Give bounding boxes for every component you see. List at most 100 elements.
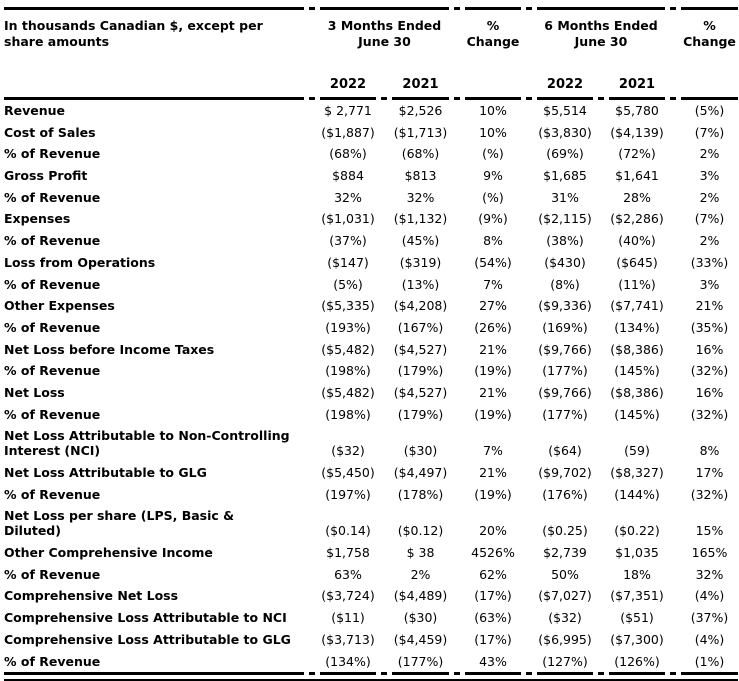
- table-row: % of Revenue 63% 2% 62% 50% 18% 32%: [4, 564, 739, 586]
- value-cell: $1,035: [615, 545, 659, 561]
- value-cell: ($5,450): [321, 465, 375, 480]
- value-cell: (198%): [325, 406, 371, 422]
- border-segment: [537, 7, 665, 10]
- border-dash: [670, 7, 676, 10]
- value-cell: (145%): [614, 363, 660, 379]
- table-row: Other Expenses ($5,335) ($4,208) 27% ($9,336…: [4, 295, 739, 317]
- table-row: % of Revenue (37%) (45%) 8% (38%) (40%) 2%: [4, 230, 739, 252]
- table-row: % of Revenue (198%) (179%) (19%) (177%) (145%…: [4, 360, 739, 382]
- value-cell: ($4,527): [393, 384, 448, 400]
- table-row: Cost of Sales ($1,887) ($1,713) 10% ($3,830)…: [4, 122, 739, 144]
- value-cell: ($3,713): [321, 631, 375, 647]
- value-cell: (177%): [397, 653, 444, 669]
- border-dash: [381, 672, 387, 676]
- value-cell: (9%): [478, 211, 508, 227]
- value-cell: $813: [404, 168, 437, 184]
- border-dash: [670, 97, 676, 100]
- row-label: Net Loss Attributable to Non-Controlling…: [4, 428, 290, 459]
- table-row: Comprehensive Net Loss ($3,724) ($4,489) (1…: [4, 585, 739, 607]
- value-cell: (37%): [690, 610, 729, 626]
- border-segment: [537, 672, 593, 676]
- table-top-border: [4, 7, 739, 10]
- row-label: Gross Profit: [4, 168, 88, 184]
- row-label: Net Loss Attributable to GLG: [4, 465, 207, 480]
- value-cell: 10%: [479, 103, 507, 118]
- value-cell: (68%): [401, 146, 440, 162]
- table-row: Net Loss Attributable to GLG ($5,450) ($4,…: [4, 462, 739, 484]
- value-cell: 18%: [623, 566, 651, 582]
- value-cell: 21%: [695, 298, 724, 314]
- row-label: Net Loss before Income Taxes: [4, 341, 215, 357]
- value-cell: ($0.14): [325, 523, 371, 539]
- value-cell: ($430): [544, 254, 586, 270]
- value-cell: (13%): [401, 276, 440, 292]
- value-cell: (45%): [401, 233, 440, 249]
- value-cell: (32%): [690, 406, 729, 422]
- value-cell: ($0.22): [614, 523, 660, 539]
- value-cell: (5%): [333, 276, 363, 292]
- value-cell: (145%): [614, 406, 660, 422]
- value-cell: ($1,887): [321, 124, 375, 140]
- value-cell: 21%: [479, 384, 507, 400]
- border-segment: [609, 97, 665, 100]
- row-label: % of Revenue: [4, 486, 101, 502]
- value-cell: (193%): [325, 319, 371, 335]
- row-label: Other Expenses: [4, 298, 115, 314]
- value-cell: (7%): [694, 211, 725, 227]
- row-label: Expenses: [4, 211, 71, 227]
- row-label: % of Revenue: [4, 566, 101, 582]
- value-cell: ($3,830): [538, 124, 592, 140]
- border-segment: [320, 7, 449, 10]
- value-cell: ($0.12): [397, 523, 444, 539]
- value-cell: 165%: [691, 545, 728, 561]
- value-cell: ($9,766): [538, 384, 592, 400]
- value-cell: (167%): [397, 319, 444, 335]
- value-cell: $2,526: [398, 103, 443, 118]
- value-cell: (32%): [690, 486, 729, 502]
- value-cell: (33%): [690, 254, 729, 270]
- value-cell: $1,641: [615, 168, 659, 184]
- value-cell: ($6,995): [538, 631, 592, 647]
- value-cell: ($30): [403, 443, 438, 459]
- value-cell: 2%: [699, 146, 720, 162]
- table-row: % of Revenue (5%) (13%) 7% (8%) (11%) 3%: [4, 274, 739, 296]
- value-cell: ($8,327): [610, 465, 664, 480]
- table-closing-border: [4, 679, 739, 681]
- value-cell: 16%: [695, 384, 724, 400]
- value-cell: ($319): [399, 254, 442, 270]
- border-dash: [670, 672, 676, 676]
- value-cell: 27%: [479, 298, 507, 314]
- table-row: Expenses ($1,031) ($1,132) (9%) ($2,115) ($2,…: [4, 208, 739, 230]
- row-label: % of Revenue: [4, 406, 101, 422]
- value-cell: 21%: [479, 341, 507, 357]
- value-cell: 2%: [410, 566, 431, 582]
- value-cell: 7%: [483, 276, 503, 292]
- table-row: % of Revenue (134%) (177%) 43% (127%) (126%) (…: [4, 651, 739, 673]
- row-label: Cost of Sales: [4, 124, 96, 140]
- table-header-groups: In thousands Canadian $, except per shar…: [4, 10, 739, 50]
- value-cell: 16%: [695, 341, 724, 357]
- value-cell: 62%: [479, 566, 507, 582]
- border-segment: [609, 672, 665, 676]
- value-cell: (197%): [325, 486, 371, 502]
- value-cell: ($2,115): [538, 211, 592, 227]
- value-cell: 3%: [699, 168, 720, 184]
- table-row: Revenue $ 2,771 $2,526 10% $5,514 $5,780 (5%): [4, 100, 739, 122]
- value-cell: ($32): [548, 610, 582, 626]
- value-cell: (40%): [618, 233, 656, 249]
- table-body: Revenue $ 2,771 $2,526 10% $5,514 $5,780 (5%) C…: [4, 100, 739, 672]
- border-segment: [392, 97, 449, 100]
- value-cell: $5,780: [615, 103, 659, 118]
- value-cell: $1,758: [326, 545, 370, 561]
- border-segment: [4, 672, 304, 676]
- value-cell: $ 2,771: [324, 103, 372, 118]
- value-cell: ($51): [620, 610, 654, 626]
- value-cell: $5,514: [543, 103, 587, 118]
- value-cell: (144%): [614, 486, 660, 502]
- table-row: Net Loss ($5,482) ($4,527) 21% ($9,766) ($8,3…: [4, 382, 739, 404]
- value-cell: ($1,031): [321, 211, 375, 227]
- value-cell: (69%): [546, 146, 584, 162]
- value-cell: (19%): [474, 363, 512, 379]
- table-row: Comprehensive Loss Attributable to GLG ($…: [4, 629, 739, 651]
